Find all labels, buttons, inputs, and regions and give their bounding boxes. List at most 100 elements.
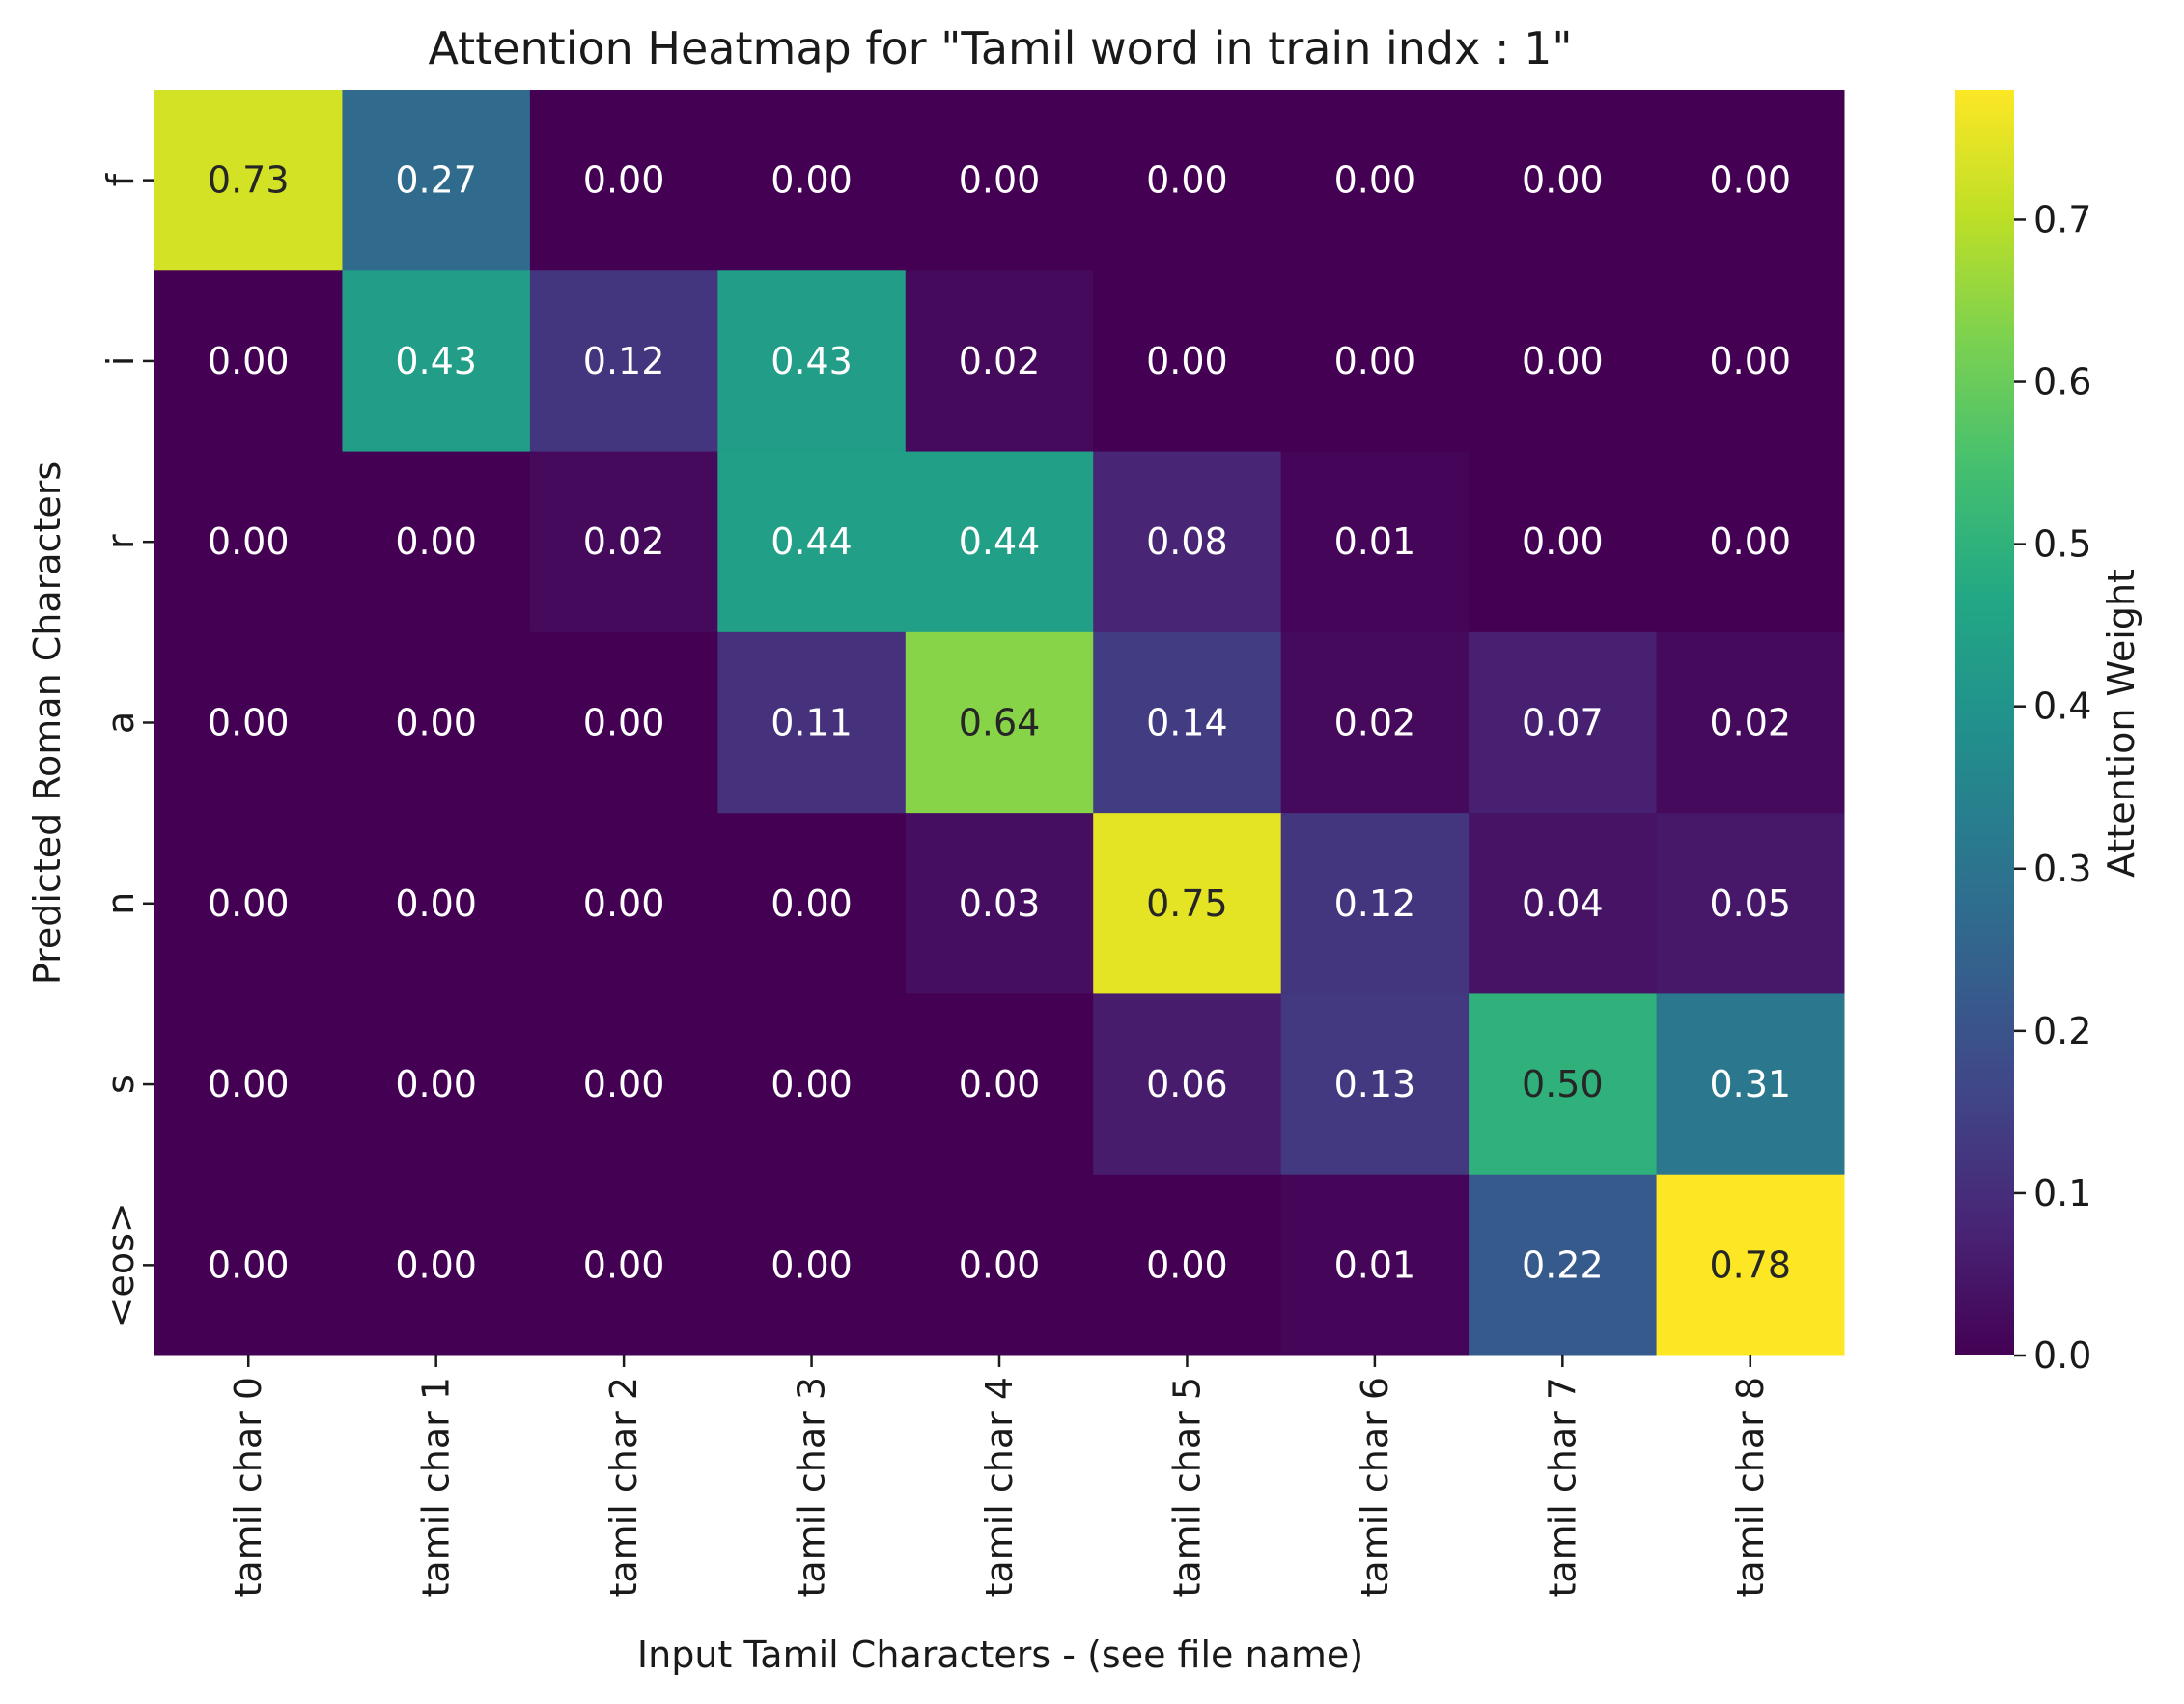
cell-value-label: 0.00 [770,1243,853,1286]
heatmap-cell [1280,270,1470,453]
y-tick-label: <eos> [99,1202,142,1327]
cell-value-label: 0.01 [1334,520,1416,563]
cell-value-label: 0.00 [770,882,853,925]
heatmap-cell [154,631,343,814]
cell-value-label: 0.00 [395,702,477,744]
heatmap-cell [154,270,343,453]
cell-value-label: 0.06 [1146,1063,1228,1105]
cell-value-label: 0.08 [1146,520,1228,563]
cell-value-label: 0.00 [208,1063,290,1105]
cell-value-label: 0.02 [1334,702,1416,744]
cell-value-label: 0.00 [1334,340,1416,382]
x-tick-label: tamil char 8 [1729,1377,1772,1598]
heatmap-cell [1656,451,1845,633]
x-axis: tamil char 0 tamil char 1 tamil char 2 tami… [227,1355,1772,1598]
heatmap-cell [342,631,531,814]
heatmap-cell [905,90,1094,271]
cell-value-label: 0.00 [770,1063,853,1105]
cell-value-label: 0.13 [1334,1063,1416,1105]
heatmap-cell [529,1174,718,1356]
heatmap-cell [717,270,907,453]
heatmap-cell [342,813,531,994]
heatmap-cell [1280,993,1470,1176]
heatmap-cell [529,813,718,994]
colorbar-tick-label: 0.5 [2033,523,2091,566]
cell-value-label: 0.43 [395,340,477,382]
heatmap-cell [529,270,718,453]
heatmap-cell [717,813,907,994]
cell-value-label: 0.00 [395,1243,477,1286]
cell-value-label: 0.00 [1146,159,1228,202]
cell-value-label: 0.27 [395,159,477,202]
cell-value-label: 0.00 [395,1063,477,1105]
cell-value-label: 0.78 [1709,1243,1791,1286]
heatmap-cell [1469,1174,1658,1356]
cell-value-label: 0.00 [1709,520,1791,563]
heatmap-cell [1093,451,1282,633]
heatmap-cell [1469,813,1658,994]
cell-value-labels: 0.73 0.27 0.00 0.00 0.00 0.00 0.00 0.00 0.00 0.00… [208,159,1791,1287]
heatmap-cell [342,1174,531,1356]
heatmap-cell [154,451,343,633]
cell-value-label: 0.00 [208,702,290,744]
x-tick-label: tamil char 5 [1165,1377,1208,1598]
cell-value-label: 0.00 [208,882,290,925]
heatmap-cell [342,993,531,1176]
heatmap-cell [1469,451,1658,633]
y-axis-label: Predicted Roman Characters [26,461,69,985]
heatmap-cell [154,993,343,1176]
heatmap-cell [529,90,718,271]
cell-value-label: 0.00 [208,340,290,382]
cell-value-label: 0.00 [959,1243,1041,1286]
heatmap-cell [1469,90,1658,271]
cell-value-label: 0.02 [583,520,665,563]
cell-value-label: 0.00 [395,882,477,925]
cell-value-label: 0.00 [1146,340,1228,382]
heatmap-cell [905,1174,1094,1356]
cell-value-label: 0.00 [1522,159,1604,202]
cell-value-label: 0.00 [583,882,665,925]
heatmap-cell [154,1174,343,1356]
colorbar: 0.0 0.1 0.2 0.3 0.4 0.5 0.6 0.7 Attention Weigh… [1955,90,2142,1377]
heatmap-cell [1656,993,1845,1176]
cell-value-label: 0.00 [959,159,1041,202]
cell-value-label: 0.00 [208,520,290,563]
cell-value-label: 0.00 [583,702,665,744]
colorbar-tick-label: 0.2 [2033,1010,2091,1052]
y-tick-label: i [99,356,142,367]
heatmap-cell [529,993,718,1176]
cell-value-label: 0.00 [1709,340,1791,382]
cell-value-label: 0.07 [1522,702,1604,744]
heatmap-cell [905,451,1094,633]
cell-value-label: 0.64 [959,702,1041,744]
x-tick-label: tamil char 0 [227,1377,269,1598]
heatmap-cell [1280,813,1470,994]
heatmap-cell [1093,270,1282,453]
cell-value-label: 0.02 [1709,702,1791,744]
heatmap-cell [717,631,907,814]
x-axis-label: Input Tamil Characters - (see file name) [637,1634,1363,1676]
y-tick-label: n [99,892,142,915]
heatmap-cell [529,451,718,633]
x-tick-label: tamil char 4 [978,1377,1021,1598]
colorbar-tick-label: 0.0 [2033,1334,2091,1377]
x-tick-label: tamil char 2 [602,1377,645,1598]
colorbar-gradient [1955,90,2014,1355]
heatmap-cell [1469,631,1658,814]
cell-value-label: 0.03 [959,882,1041,925]
heatmap-cell [1280,451,1470,633]
cell-value-label: 0.12 [1334,882,1416,925]
cell-value-label: 0.01 [1334,1243,1416,1286]
heatmap-cell [1093,90,1282,271]
cell-value-label: 0.00 [1709,159,1791,202]
cell-value-label: 0.00 [583,1243,665,1286]
heatmap-cell [1093,631,1282,814]
cell-value-label: 0.00 [583,1063,665,1105]
cell-value-label: 0.44 [959,520,1041,563]
heatmap-cell [1656,1174,1845,1356]
cell-value-label: 0.00 [1334,159,1416,202]
heatmap-cell [529,631,718,814]
y-tick-label: s [99,1075,142,1094]
y-tick-label: r [99,534,142,549]
heatmap-cell [154,813,343,994]
